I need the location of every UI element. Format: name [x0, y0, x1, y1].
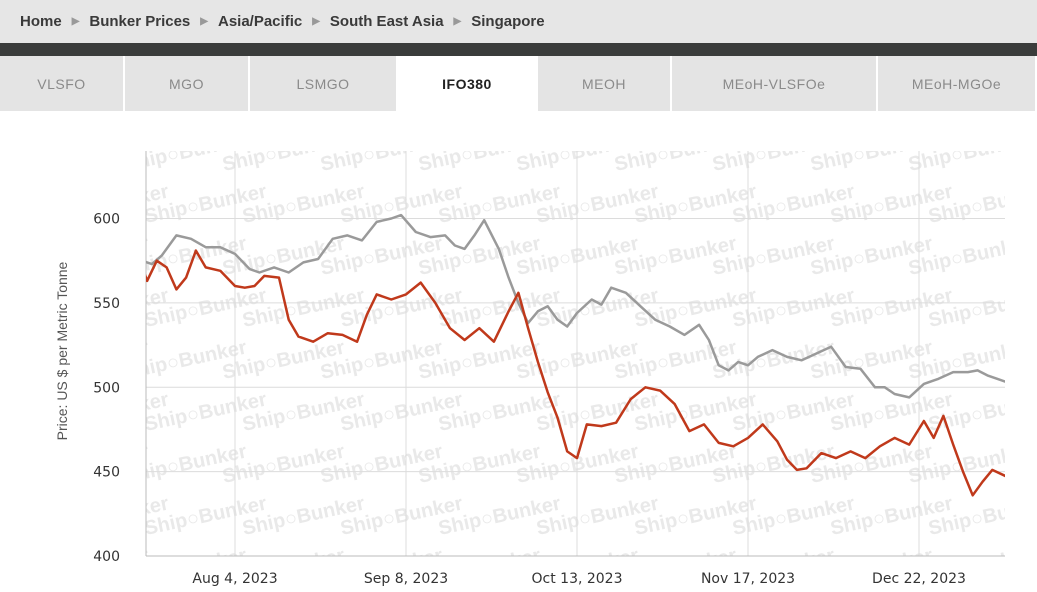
tab-ifo380[interactable]: IFO380 — [398, 56, 538, 111]
breadcrumb: Home ▶ Bunker Prices ▶ Asia/Pacific ▶ South Ea… — [0, 0, 1037, 43]
tab-meoh-vlsfoe[interactable]: MEoH-VLSFOe — [672, 56, 878, 111]
watermark-text: Ship○Bunker — [396, 111, 522, 124]
watermark-text: Ship○Bunker — [24, 232, 150, 279]
tab-meoh[interactable]: MEOH — [538, 56, 672, 111]
watermark-text: Ship○Bunker — [1024, 492, 1037, 539]
tab-vlsfo[interactable]: VLSFO — [0, 56, 125, 111]
watermark-text: Ship○Bunker — [1004, 544, 1037, 591]
tab-lsmgo[interactable]: LSMGO — [250, 56, 398, 111]
tab-mgo[interactable]: MGO — [125, 56, 250, 111]
breadcrumb-item-bunker-prices[interactable]: Bunker Prices — [89, 13, 191, 30]
y-tick-label: 600 — [93, 212, 120, 228]
breadcrumb-separator-icon: ▶ — [312, 16, 320, 27]
watermark-text: Ship○Bunker — [1024, 284, 1037, 331]
watermark-text: Ship○Bunker — [1004, 440, 1037, 487]
watermark-text: Ship○Bunker — [1004, 336, 1037, 383]
y-tick-label: 400 — [93, 549, 120, 565]
watermark-text: Ship○Bunker — [592, 111, 718, 124]
watermark-text: Ship○Bunker — [24, 336, 150, 383]
tab-meoh-mgoe[interactable]: MEoH-MGOe — [878, 56, 1037, 111]
header-divider-bar — [0, 43, 1037, 56]
breadcrumb-separator-icon: ▶ — [71, 16, 80, 27]
watermark-text: Ship○Bunker — [494, 111, 620, 124]
x-tick-label: Aug 4, 2023 — [192, 571, 277, 587]
shipbunker-watermark: Ship○BunkerShip○BunkerShip○BunkerShip○Bu… — [4, 111, 1037, 591]
x-tick-label: Dec 22, 2023 — [872, 571, 966, 587]
breadcrumb-separator-icon: ▶ — [200, 16, 208, 27]
x-tick-label: Sep 8, 2023 — [364, 571, 448, 587]
series-line-0 — [146, 213, 1005, 399]
y-tick-label: 500 — [93, 380, 120, 396]
watermark-text: Ship○Bunker — [1004, 128, 1037, 175]
watermark-text: Ship○Bunker — [4, 111, 130, 124]
watermark-text: Ship○Bunker — [24, 128, 150, 175]
x-tick-label: Oct 13, 2023 — [532, 571, 623, 587]
series-line-1 — [146, 249, 1005, 497]
watermark-text: Ship○Bunker — [1024, 180, 1037, 227]
watermark-text: Ship○Bunker — [886, 111, 1012, 124]
breadcrumb-item-asia-pacific[interactable]: Asia/Pacific — [217, 13, 303, 30]
breadcrumb-separator-icon: ▶ — [453, 16, 462, 27]
watermark-text: Ship○Bunker — [690, 111, 816, 124]
fuel-type-tabs: VLSFO MGO LSMGO IFO380 MEOH MEoH-VLSFOe MEoH-M… — [0, 56, 1037, 111]
watermark-text: Ship○Bunker — [200, 111, 326, 124]
watermark-text: Ship○Bunker — [1004, 232, 1037, 279]
price-line-chart: Ship○BunkerShip○BunkerShip○BunkerShip○Bu… — [4, 111, 1037, 591]
watermark-text: Ship○Bunker — [24, 544, 150, 591]
y-axis-label: Price: US $ per Metric Tonne — [54, 261, 70, 440]
watermark-text: Ship○Bunker — [906, 128, 1032, 175]
y-tick-label: 450 — [93, 465, 120, 481]
watermark-text: Ship○Bunker — [788, 111, 914, 124]
watermark-text: Ship○Bunker — [24, 440, 150, 487]
watermark-text: Ship○Bunker — [984, 111, 1037, 124]
y-tick-label: 550 — [93, 296, 120, 312]
watermark-text: Ship○Bunker — [1024, 388, 1037, 435]
breadcrumb-item-home[interactable]: Home — [20, 13, 62, 30]
breadcrumb-item-singapore: Singapore — [471, 13, 545, 30]
watermark-text: Ship○Bunker — [102, 111, 228, 124]
breadcrumb-item-south-east-asia[interactable]: South East Asia — [329, 13, 444, 30]
watermark-text: Ship○Bunker — [298, 111, 424, 124]
x-tick-label: Nov 17, 2023 — [701, 571, 795, 587]
